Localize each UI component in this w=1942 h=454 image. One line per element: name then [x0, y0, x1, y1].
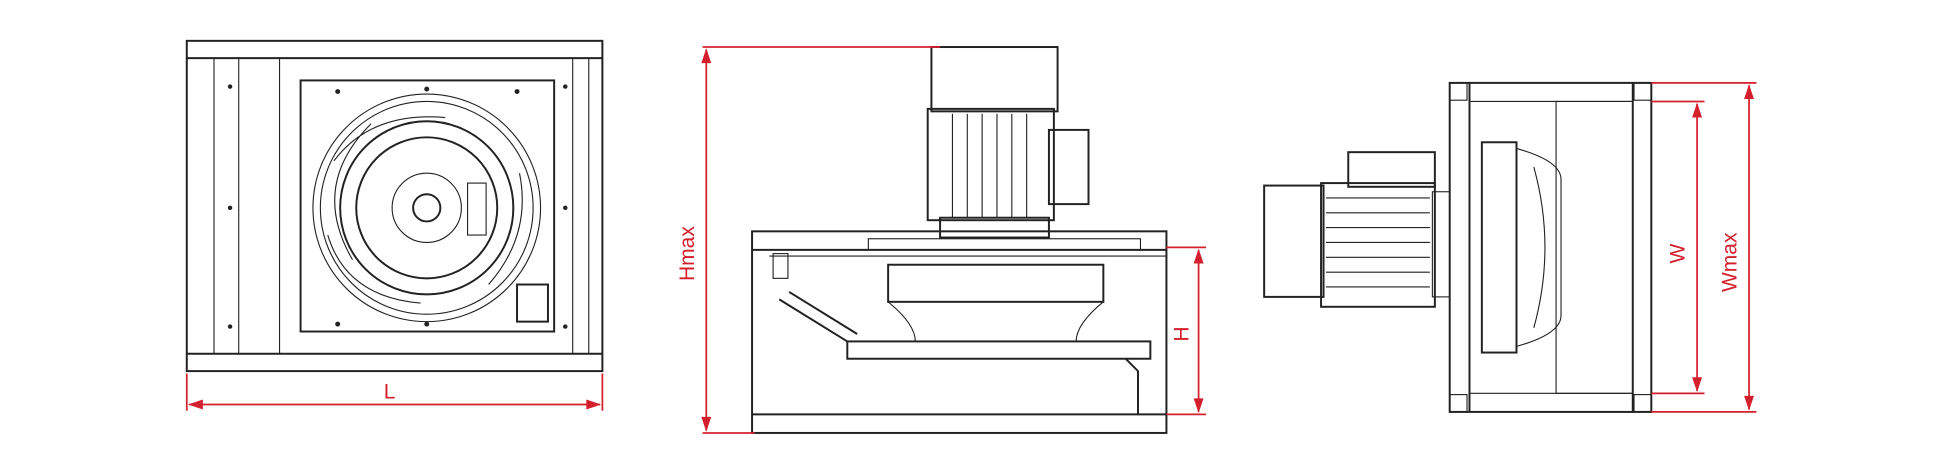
width-label: W — [1667, 244, 1690, 264]
height-label: H — [1171, 326, 1194, 341]
width-dimension: W — [1651, 100, 1705, 395]
height-dimension: H — [1166, 246, 1207, 416]
max-height-dimension: Hmax — [676, 46, 941, 434]
max-height-label: Hmax — [676, 226, 699, 281]
max-width-label: Wmax — [1719, 232, 1742, 292]
side-view — [751, 46, 1168, 434]
front-view — [185, 39, 604, 373]
top-view — [1263, 81, 1653, 413]
length-label: L — [384, 380, 396, 403]
max-width-dimension: Wmax — [1651, 82, 1757, 413]
length-dimension: L — [185, 373, 604, 411]
